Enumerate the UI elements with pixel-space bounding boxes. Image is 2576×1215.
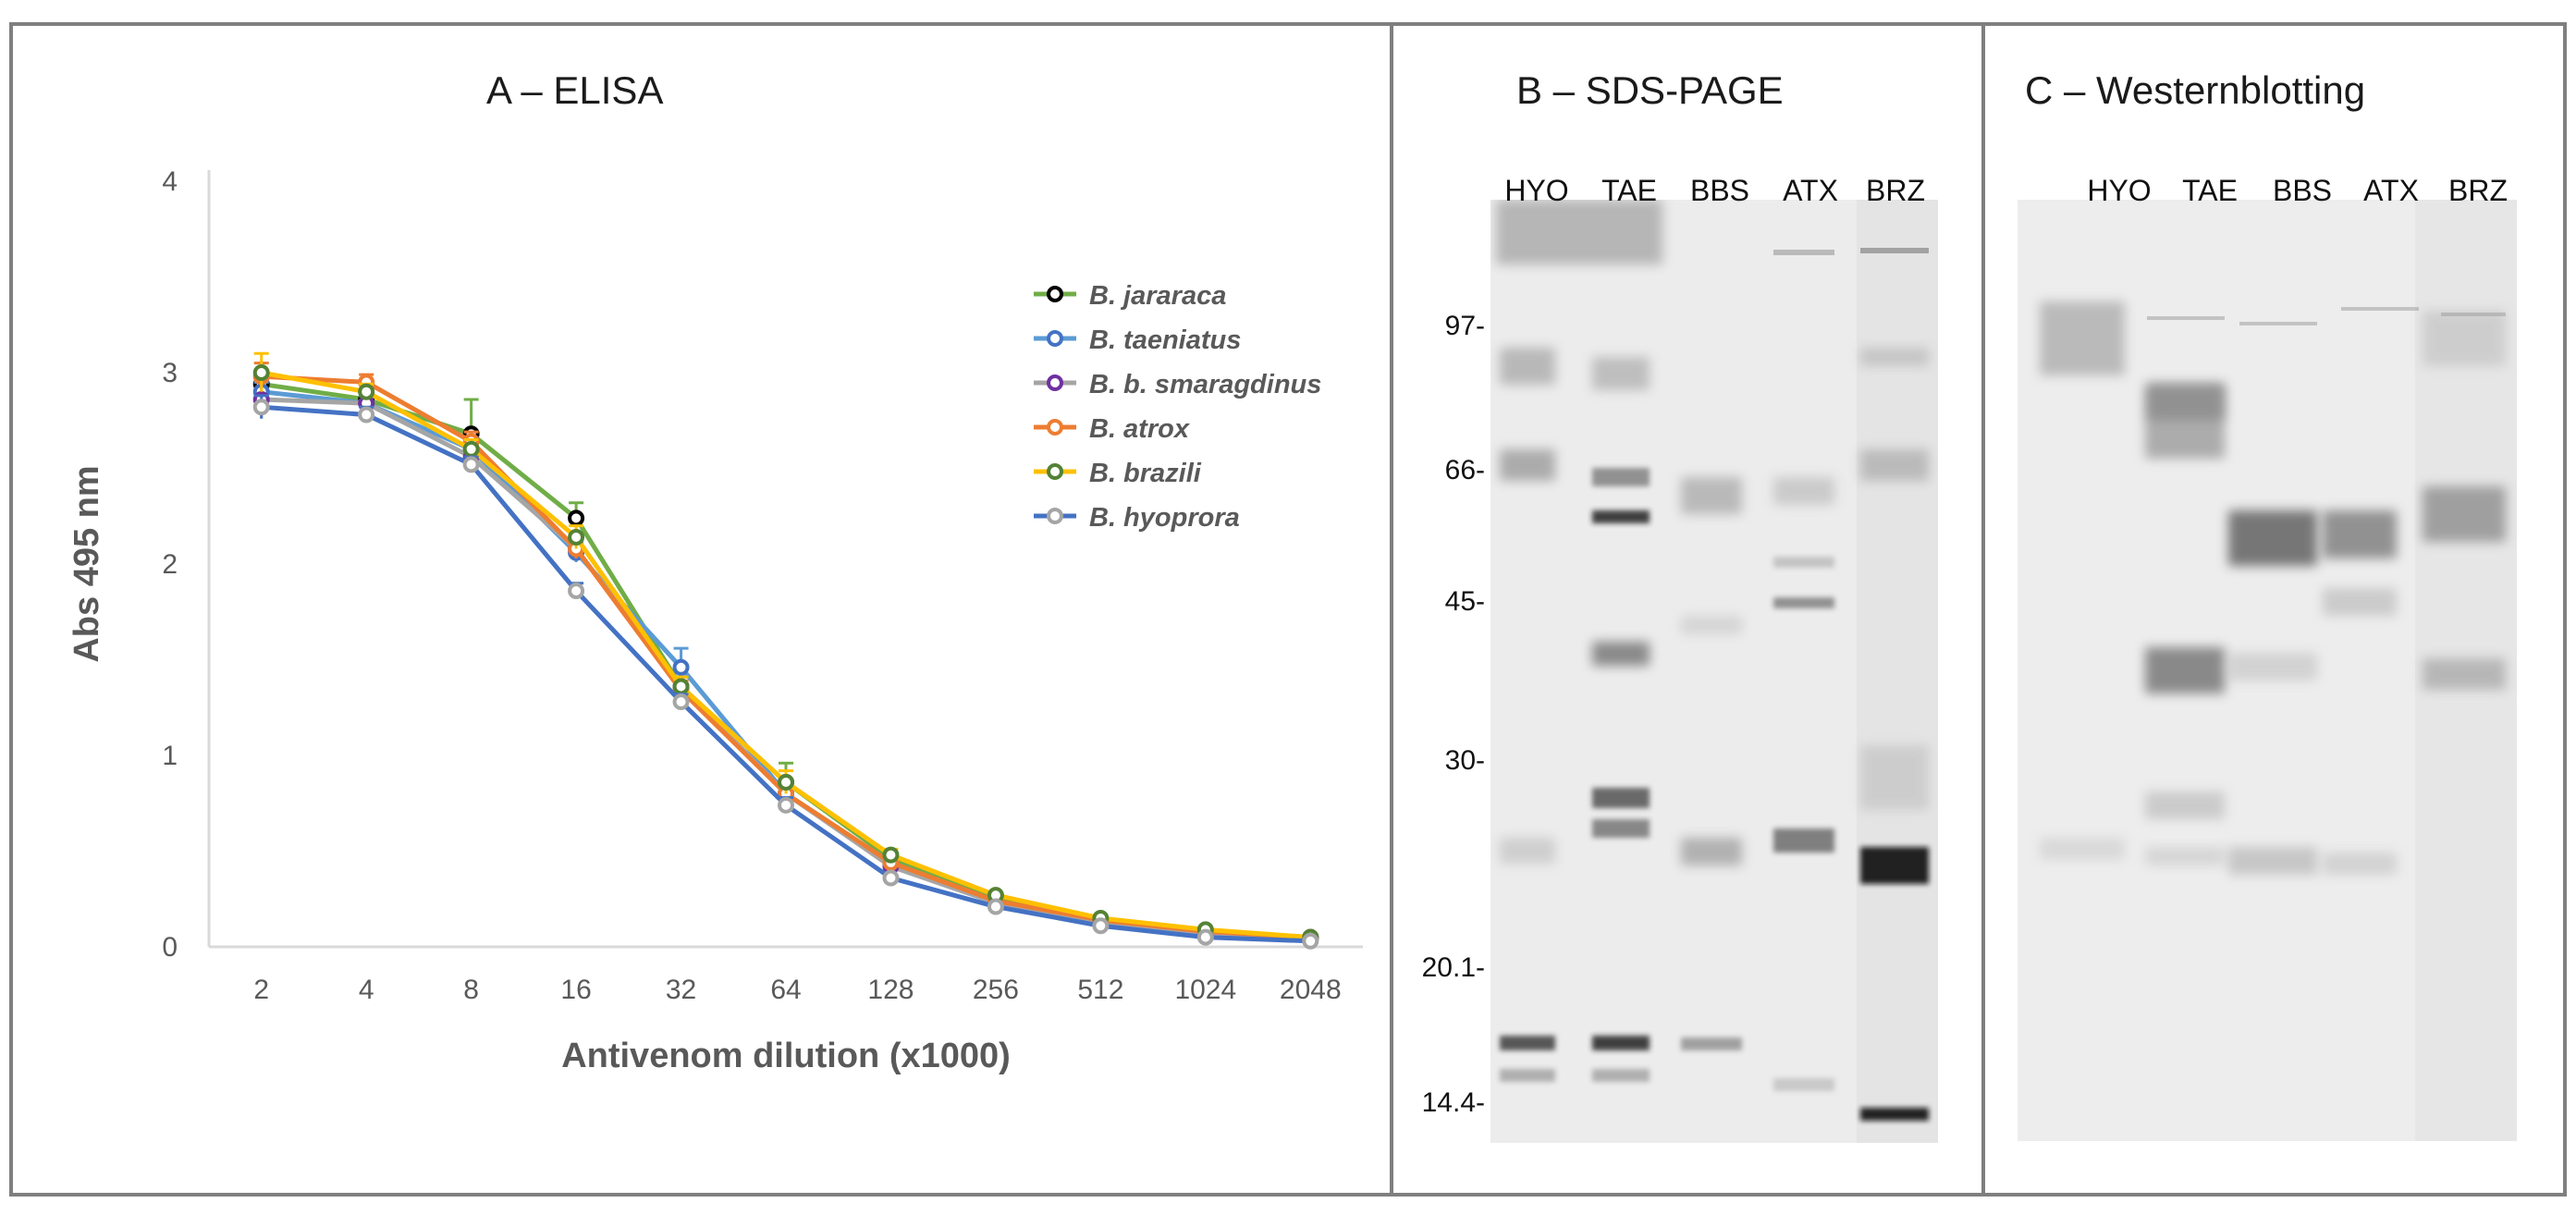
sds-page-gel bbox=[1490, 200, 1938, 1143]
data-point bbox=[882, 869, 900, 887]
y-tick-label: 3 bbox=[162, 358, 178, 388]
sds-lane-label: TAE bbox=[1601, 174, 1657, 207]
mw-marker-label: 20.1- bbox=[1421, 952, 1485, 983]
sds-page-title: B – SDS-PAGE bbox=[1516, 68, 1784, 112]
data-point bbox=[778, 773, 794, 791]
data-point bbox=[568, 582, 585, 599]
sds-lane-label: ATX bbox=[1783, 174, 1838, 207]
x-tick-label: 128 bbox=[867, 975, 914, 1005]
western-lane-label: BBS bbox=[2272, 174, 2333, 207]
legend-marker bbox=[1047, 330, 1063, 347]
data-point bbox=[462, 456, 480, 473]
x-tick-label: 1024 bbox=[1174, 975, 1236, 1005]
legend-label: B. taeniatus bbox=[1089, 325, 1241, 355]
data-point bbox=[987, 898, 1004, 915]
mw-marker-label: 97- bbox=[1444, 311, 1485, 341]
data-point bbox=[672, 693, 690, 711]
series-group bbox=[252, 362, 1319, 946]
data-point bbox=[778, 796, 794, 814]
mw-marker-label: 30- bbox=[1444, 745, 1485, 776]
western-lane-label: TAE bbox=[2182, 174, 2238, 207]
y-tick-label: 0 bbox=[162, 932, 178, 963]
data-point bbox=[1302, 932, 1319, 950]
legend-marker bbox=[1047, 286, 1063, 302]
legend-marker bbox=[1047, 463, 1063, 480]
elisa-title: A – ELISA bbox=[486, 68, 664, 112]
western-blotting-title: C – Westernblotting bbox=[2025, 68, 2366, 112]
x-axis-title: Antivenom dilution (x1000) bbox=[561, 1037, 1011, 1075]
data-point bbox=[252, 364, 270, 381]
data-point bbox=[1196, 928, 1214, 946]
x-tick-label: 16 bbox=[560, 975, 591, 1005]
series-group bbox=[252, 394, 1319, 950]
data-point bbox=[568, 509, 585, 527]
data-point bbox=[358, 406, 375, 423]
data-point bbox=[672, 678, 690, 695]
sds-lane-label: BBS bbox=[1689, 174, 1750, 207]
data-point bbox=[1092, 917, 1110, 935]
legend-label: B. brazili bbox=[1089, 459, 1202, 488]
legend-label: B. b. smaragdinus bbox=[1089, 370, 1321, 399]
x-tick-label: 2 bbox=[253, 975, 269, 1005]
y-axis-title: Abs 495 nm bbox=[67, 465, 106, 662]
mw-marker-label: 45- bbox=[1444, 586, 1485, 617]
mw-marker-label: 14.4- bbox=[1421, 1087, 1485, 1118]
x-tick-label: 8 bbox=[463, 975, 479, 1005]
x-tick-label: 512 bbox=[1077, 975, 1123, 1005]
data-point bbox=[568, 529, 585, 546]
sds-lane-label: HYO bbox=[1504, 174, 1569, 207]
elisa-chart: 0 1 2 3 4 2 4 8 16 32 64 128 256 512 1024 2048 Antivenom… bbox=[67, 166, 1363, 1075]
legend-label: B. hyoprora bbox=[1089, 503, 1240, 533]
y-tick-label: 2 bbox=[162, 549, 178, 580]
panel-c-frame bbox=[1981, 22, 2567, 1197]
data-point bbox=[252, 399, 270, 416]
legend-marker bbox=[1047, 374, 1063, 391]
mw-marker-label: 66- bbox=[1444, 455, 1485, 485]
x-tick-label: 2048 bbox=[1280, 975, 1342, 1005]
series-line bbox=[261, 370, 1311, 940]
sds-lane-label: BRZ bbox=[1866, 174, 1925, 207]
x-tick-label: 32 bbox=[666, 975, 696, 1005]
western-blot-membrane bbox=[2018, 200, 2517, 1141]
x-tick-label: 4 bbox=[359, 975, 374, 1005]
x-tick-label: 256 bbox=[973, 975, 1019, 1005]
data-point bbox=[672, 658, 690, 676]
western-lane-label: ATX bbox=[2363, 174, 2419, 207]
legend-marker bbox=[1047, 419, 1063, 436]
legend-marker bbox=[1047, 508, 1063, 524]
data-point bbox=[882, 846, 900, 864]
y-tick-label: 1 bbox=[162, 741, 178, 771]
data-point bbox=[462, 440, 480, 458]
western-lane-label: BRZ bbox=[2448, 174, 2508, 207]
legend-label: B. atrox bbox=[1089, 414, 1191, 444]
legend-label: B. jararaca bbox=[1089, 281, 1226, 311]
western-lane-label: HYO bbox=[2087, 174, 2152, 207]
x-tick-label: 64 bbox=[770, 975, 801, 1005]
data-point bbox=[358, 383, 375, 400]
y-tick-label: 4 bbox=[162, 166, 178, 197]
